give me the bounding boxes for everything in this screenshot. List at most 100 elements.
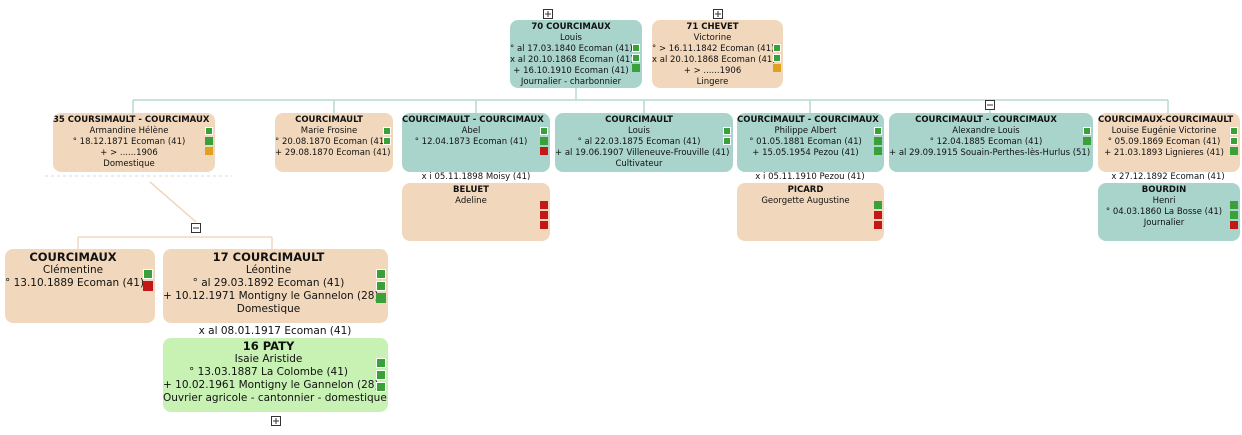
person-detail: + > ......1906	[100, 148, 158, 158]
person-name: 16 PATY	[242, 339, 295, 353]
status-icon	[540, 137, 548, 145]
status-icons	[874, 127, 882, 155]
given-name: Clémentine	[42, 264, 104, 276]
marriage-label: x al 08.01.1917 Ecoman (41)	[198, 325, 352, 337]
person-card: COURCIMAULT Louis ° al 22.03.1875 Ecoman (…	[555, 113, 733, 172]
person-detail: Domestique	[236, 303, 301, 315]
status-icon	[376, 293, 386, 303]
person-card: 70 COURCIMAUX Louis ° al 17.03.1840 Ecoman…	[510, 20, 642, 88]
status-icons	[723, 127, 731, 145]
status-icons	[383, 127, 391, 145]
given-name: Léontine	[245, 264, 292, 276]
status-icon	[376, 281, 386, 291]
person-card: COURCIMAULT - COURCIMAUX Alexandre Louis °…	[889, 113, 1093, 172]
person-card: 17 COURCIMAULT Léontine ° al 29.03.1892 Ec…	[163, 249, 388, 323]
person-name: BOURDIN	[1141, 185, 1187, 195]
status-icon	[540, 211, 548, 219]
person-card: PICARD Georgette Augustine	[737, 183, 884, 241]
status-icon	[874, 127, 882, 135]
person-name: BELUET	[453, 185, 489, 195]
person-detail: ° 13.03.1887 La Colombe (41)	[188, 366, 348, 378]
person-detail: ° 18.12.1871 Ecoman (41)	[72, 137, 186, 147]
status-icon	[1083, 137, 1091, 145]
status-icons	[1230, 127, 1238, 155]
person-name: COURCIMAULT	[295, 115, 363, 125]
person-detail: ° 12.04.1885 Ecoman (41)	[929, 137, 1043, 147]
person-card: 35 COURSIMAULT - COURCIMAUX Armandine Hél…	[53, 113, 215, 172]
given-name: Isaie Aristide	[234, 353, 303, 365]
person-detail: Journalier	[1143, 218, 1185, 228]
given-name: Victorine	[693, 33, 732, 43]
status-icon	[143, 281, 153, 291]
person-detail: + 29.08.1870 Ecoman (41)	[275, 148, 391, 158]
status-icon	[376, 370, 386, 380]
status-icon	[1230, 211, 1238, 219]
status-icon	[143, 269, 153, 279]
status-icon	[1230, 137, 1238, 145]
status-icons	[632, 44, 640, 72]
status-icon	[205, 127, 213, 135]
marriage-label: x i 05.11.1910 Pezou (41)	[755, 172, 865, 182]
person-detail: Lingere	[696, 77, 729, 87]
status-icon	[383, 127, 391, 135]
person-name: COURCIMAUX-COURCIMAULT	[1098, 115, 1234, 125]
given-name: Marie Frosine	[300, 126, 358, 136]
status-icon	[773, 54, 781, 62]
status-icons	[205, 127, 213, 155]
person-detail: + > ......1906	[683, 66, 742, 76]
person-detail: + al 29.09.1915 Souain-Perthes-lès-Hurlu…	[889, 148, 1091, 158]
marriage-label: x i 05.11.1898 Moisy (41)	[421, 172, 531, 182]
status-icon	[205, 137, 213, 145]
status-icons	[773, 44, 781, 72]
status-icon	[874, 137, 882, 145]
person-name: COURCIMAULT	[605, 115, 673, 125]
status-icon	[1230, 147, 1238, 155]
given-name: Louise Eugénie Victorine	[1111, 126, 1217, 136]
person-card: BELUET Adeline	[402, 183, 550, 241]
status-icon	[376, 358, 386, 368]
status-icons	[540, 201, 548, 229]
status-icon	[723, 137, 731, 145]
person-name: COURCIMAULT - COURCIMAUX	[402, 115, 544, 125]
person-card: COURCIMAULT - COURCIMAUX Abel ° 12.04.1873…	[402, 113, 550, 172]
given-name: Adeline	[455, 196, 487, 206]
marriage-label: x 27.12.1892 Ecoman (41)	[1111, 172, 1225, 182]
person-detail: x al 20.10.1868 Ecoman (41)	[510, 55, 634, 65]
person-name: COURCIMAULT - COURCIMAUX	[915, 115, 1057, 125]
person-card: BOURDIN Henri ° 04.03.1860 La Bosse (41) Jo…	[1098, 183, 1240, 241]
given-name: Armandine Hélène	[89, 126, 169, 136]
person-card: COURCIMAULT Marie Frosine ° 20.08.1870 Eco…	[275, 113, 393, 172]
person-detail: + 15.05.1954 Pezou (41)	[752, 148, 859, 158]
person-card: 16 PATY Isaie Aristide ° 13.03.1887 La Col…	[163, 338, 388, 412]
person-detail: Domestique	[103, 159, 155, 169]
person-detail: ° al 17.03.1840 Ecoman (41)	[510, 44, 633, 54]
person-card: COURCIMAUX-COURCIMAULT Louise Eugénie Vic…	[1098, 113, 1240, 172]
person-detail: + 16.10.1910 Ecoman (41)	[513, 66, 629, 76]
status-icon	[540, 147, 548, 155]
status-icons	[376, 269, 386, 303]
status-icon	[874, 221, 882, 229]
status-icon	[874, 147, 882, 155]
given-name: Henri	[1152, 196, 1176, 206]
status-icon	[1230, 127, 1238, 135]
person-name: COURCIMAUX	[29, 250, 117, 264]
person-detail: Cultivateur	[615, 159, 663, 169]
person-card: COURCIMAULT - COURCIMAUX Philippe Albert °…	[737, 113, 884, 172]
status-icon	[723, 127, 731, 135]
status-icon	[1230, 221, 1238, 229]
status-icon	[540, 221, 548, 229]
status-icon	[205, 147, 213, 155]
status-icons	[376, 358, 386, 392]
person-detail: Ouvrier agricole - cantonnier - domestiq…	[163, 392, 387, 404]
person-detail: ° > 16.11.1842 Ecoman (41)	[652, 44, 775, 54]
person-detail: ° al 22.03.1875 Ecoman (41)	[577, 137, 701, 147]
given-name: Georgette Augustine	[761, 196, 850, 206]
status-icon	[632, 64, 640, 72]
person-name: 17 COURCIMAULT	[212, 250, 325, 264]
person-detail: ° 13.10.1889 Ecoman (41)	[5, 277, 145, 289]
status-icons	[1083, 127, 1091, 145]
status-icon	[540, 201, 548, 209]
status-icon	[632, 54, 640, 62]
